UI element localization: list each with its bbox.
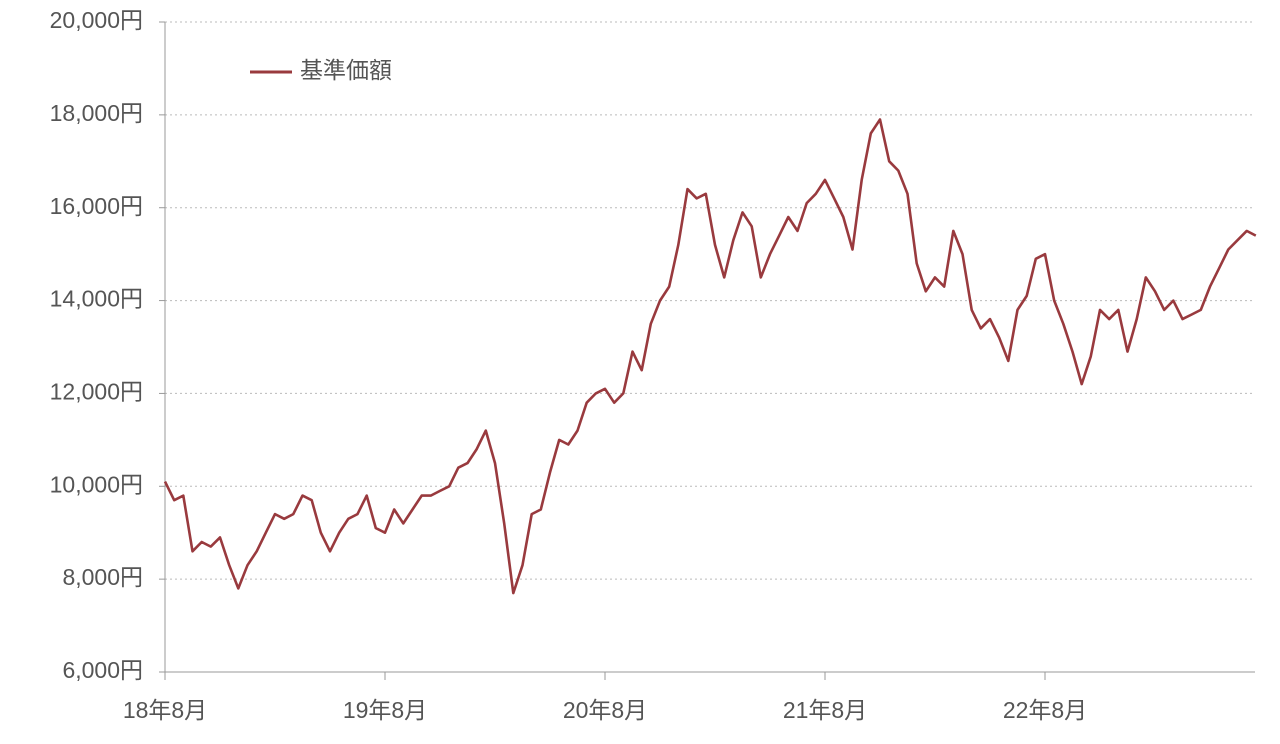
- legend-label: 基準価額: [300, 57, 392, 83]
- y-tick-label: 6,000円: [62, 657, 143, 683]
- y-tick-label: 8,000円: [62, 564, 143, 590]
- y-tick-label: 12,000円: [50, 379, 143, 405]
- x-tick-label: 21年8月: [783, 697, 867, 723]
- x-tick-label: 18年8月: [123, 697, 207, 723]
- y-tick-label: 20,000円: [50, 7, 143, 33]
- y-tick-label: 10,000円: [50, 471, 143, 497]
- y-tick-label: 14,000円: [50, 286, 143, 312]
- x-tick-label: 20年8月: [563, 697, 647, 723]
- series-line: [163, 118, 1257, 595]
- x-tick-label: 19年8月: [343, 697, 427, 723]
- y-tick-label: 18,000円: [50, 100, 143, 126]
- y-tick-label: 16,000円: [50, 193, 143, 219]
- x-tick-label: 22年8月: [1003, 697, 1087, 723]
